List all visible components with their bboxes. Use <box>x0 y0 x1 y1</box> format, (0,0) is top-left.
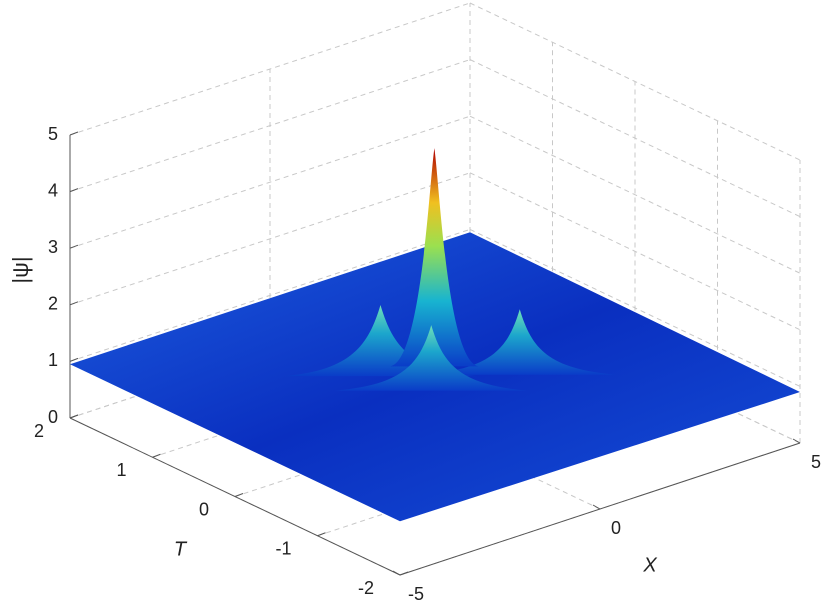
z-tick-label: 0 <box>48 407 58 427</box>
z-tick <box>69 244 79 249</box>
z-tick <box>69 188 79 193</box>
z-tick-label: 5 <box>48 124 58 144</box>
grid-line <box>69 115 471 249</box>
x-tick <box>792 438 801 444</box>
x-tick <box>592 504 601 510</box>
z-tick <box>69 131 79 136</box>
z-tick-label: 3 <box>48 237 58 257</box>
peak <box>390 148 479 367</box>
z-tick-label: 2 <box>48 294 58 314</box>
grid-line <box>469 172 801 331</box>
z-axis-label: |ψ| <box>8 256 33 283</box>
y-tick-label: -1 <box>275 539 291 559</box>
z-tick-label: 4 <box>48 180 58 200</box>
y-tick <box>69 414 79 419</box>
y-tick-label: 0 <box>199 499 209 519</box>
x-axis-label: X <box>642 554 657 576</box>
x-tick-label: -5 <box>408 584 424 604</box>
grid-line <box>469 115 801 274</box>
peak <box>335 325 528 391</box>
peak <box>423 309 616 375</box>
x-tick-label: 0 <box>611 518 621 538</box>
y-tick-label: -2 <box>358 578 374 598</box>
grid-line <box>69 172 471 306</box>
y-tick <box>152 453 161 458</box>
x-tick <box>392 570 401 576</box>
y-tick <box>317 532 326 537</box>
z-tick <box>69 357 79 362</box>
y-axis-label: T <box>174 538 188 560</box>
y-tick <box>399 571 409 576</box>
y-tick-label: 1 <box>116 460 126 480</box>
y-tick-label: 2 <box>34 421 44 441</box>
z-tick <box>69 301 79 306</box>
peak <box>284 305 477 377</box>
x-tick-label: 5 <box>811 452 821 472</box>
z-tick-label: 1 <box>48 350 58 370</box>
y-tick <box>234 493 244 497</box>
